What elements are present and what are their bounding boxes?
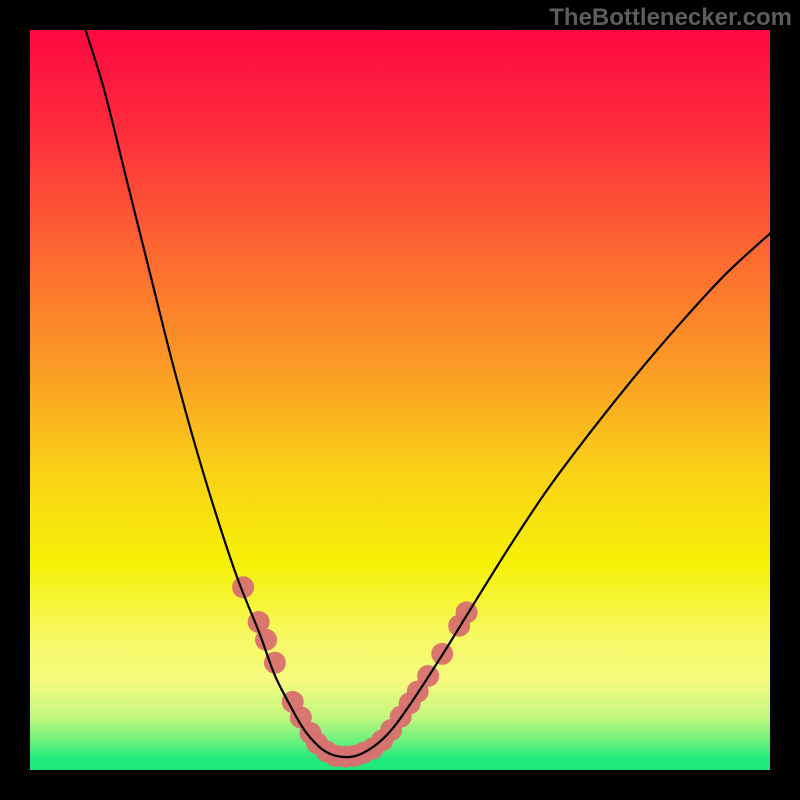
bottleneck-curve: [86, 30, 771, 757]
chart-overlay: [0, 0, 800, 800]
highlight-dots: [232, 576, 477, 767]
watermark-text: TheBottlenecker.com: [549, 4, 792, 32]
